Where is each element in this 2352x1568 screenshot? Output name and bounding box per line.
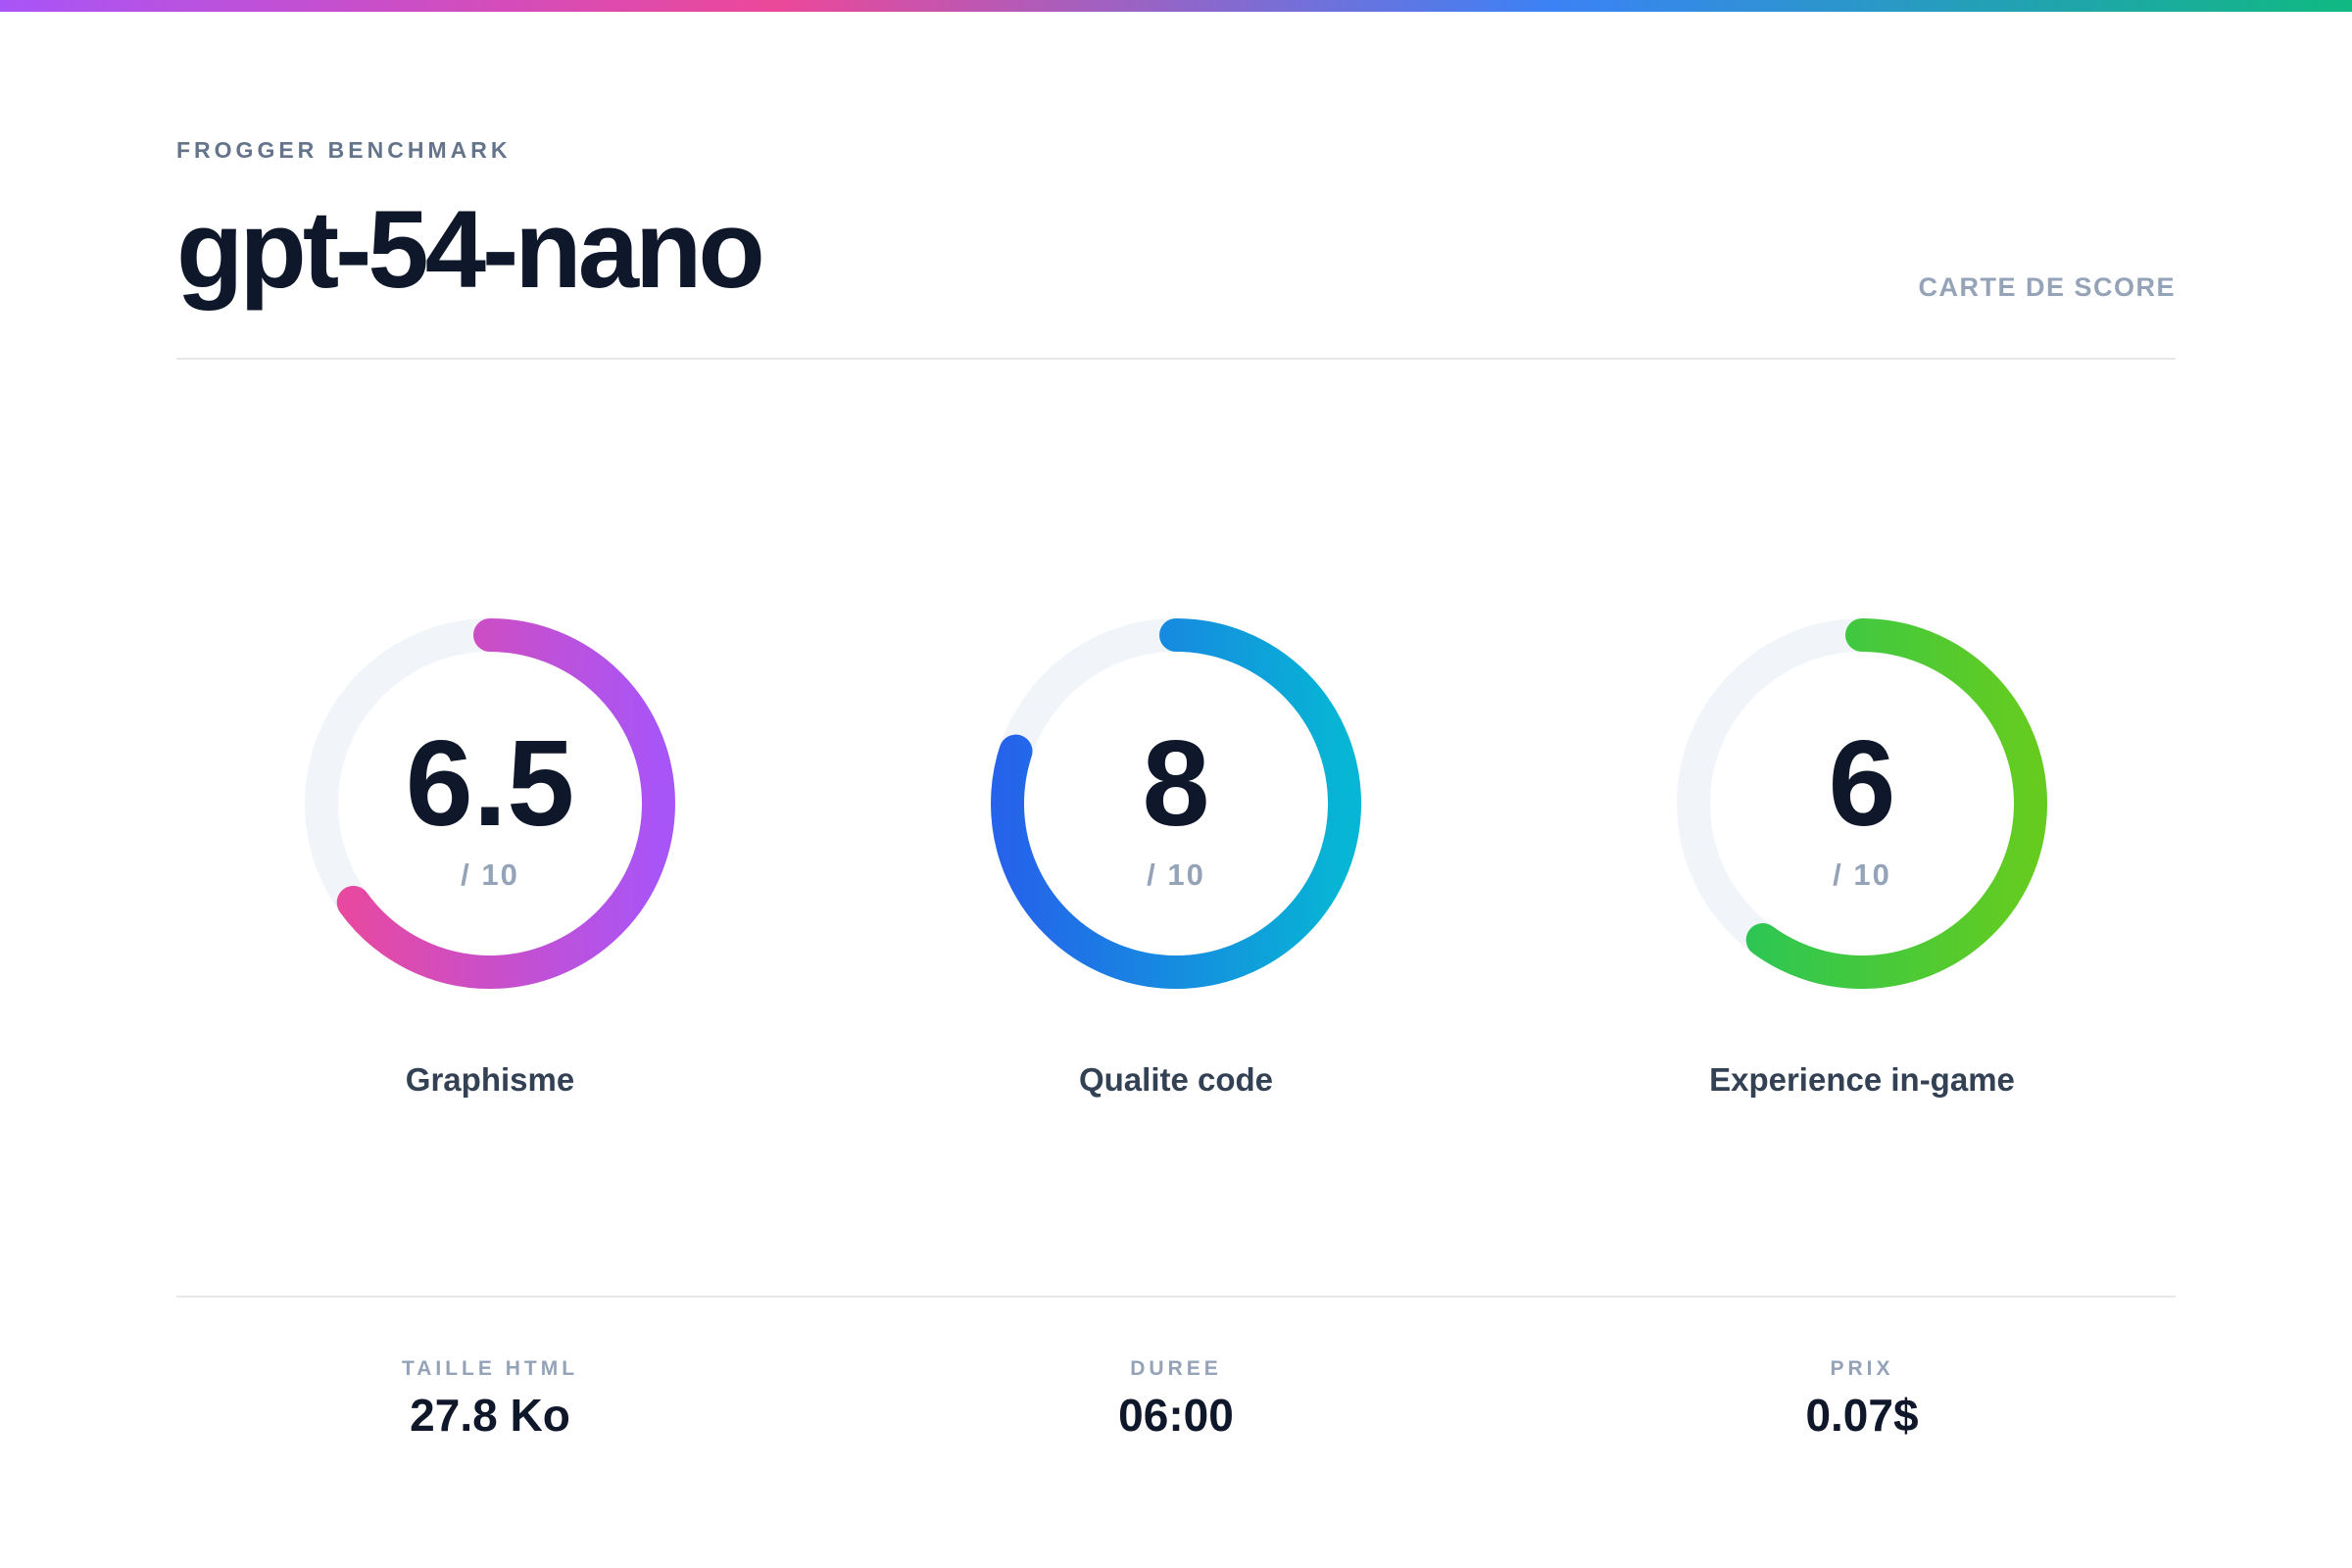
gauge-qualite-code: 8 / 10 Qualite code	[970, 617, 1382, 1127]
gauge-score: 6	[1828, 716, 1896, 852]
stat-label: PRIX	[1830, 1357, 1894, 1380]
accent-gradient-bar	[0, 0, 2352, 12]
stat-value: 06:00	[1118, 1390, 1234, 1441]
benchmark-name: FROGGER BENCHMARK	[176, 137, 512, 163]
gauge-max: / 10	[461, 858, 519, 892]
gauge-ring-graphisme	[305, 618, 675, 989]
stat-prix: PRIX 0.07$	[1656, 1357, 2068, 1442]
footer-divider	[176, 1296, 2176, 1298]
gauge-score: 8	[1142, 716, 1210, 852]
stat-value: 27.8 Ko	[410, 1390, 570, 1441]
scorecard-header: FROGGER BENCHMARK gpt-54-nano CARTE DE S…	[176, 0, 2176, 360]
stat-duree: DUREE 06:00	[970, 1357, 1382, 1442]
gauge-label: Qualite code	[1078, 1061, 1274, 1098]
gauge-progress	[1677, 618, 2047, 989]
stat-taille-html: TAILLE HTML 27.8 Ko	[284, 1357, 696, 1442]
gauge-progress	[991, 618, 1361, 989]
gauge-max: / 10	[1147, 858, 1205, 892]
scorecard-label: CARTE DE SCORE	[1918, 272, 2176, 302]
gauge-ring-qualite-code	[991, 618, 1361, 989]
model-title: gpt-54-nano	[176, 188, 765, 311]
gauge-experience-in-game: 6 / 10 Experience in-game	[1656, 617, 2068, 1127]
gauge-graphisme: 6.5 / 10 Graphisme	[284, 617, 696, 1127]
stat-label: DUREE	[1130, 1357, 1222, 1380]
gauge-progress	[305, 618, 675, 989]
gauge-label: Graphisme	[405, 1061, 575, 1098]
stat-label: TAILLE HTML	[401, 1357, 579, 1380]
gauge-ring-experience-in-game	[1677, 618, 2047, 989]
gauge-max: / 10	[1833, 858, 1891, 892]
stat-value: 0.07$	[1805, 1390, 1919, 1441]
gauge-score: 6.5	[405, 716, 575, 852]
gauge-label: Experience in-game	[1709, 1061, 2015, 1098]
